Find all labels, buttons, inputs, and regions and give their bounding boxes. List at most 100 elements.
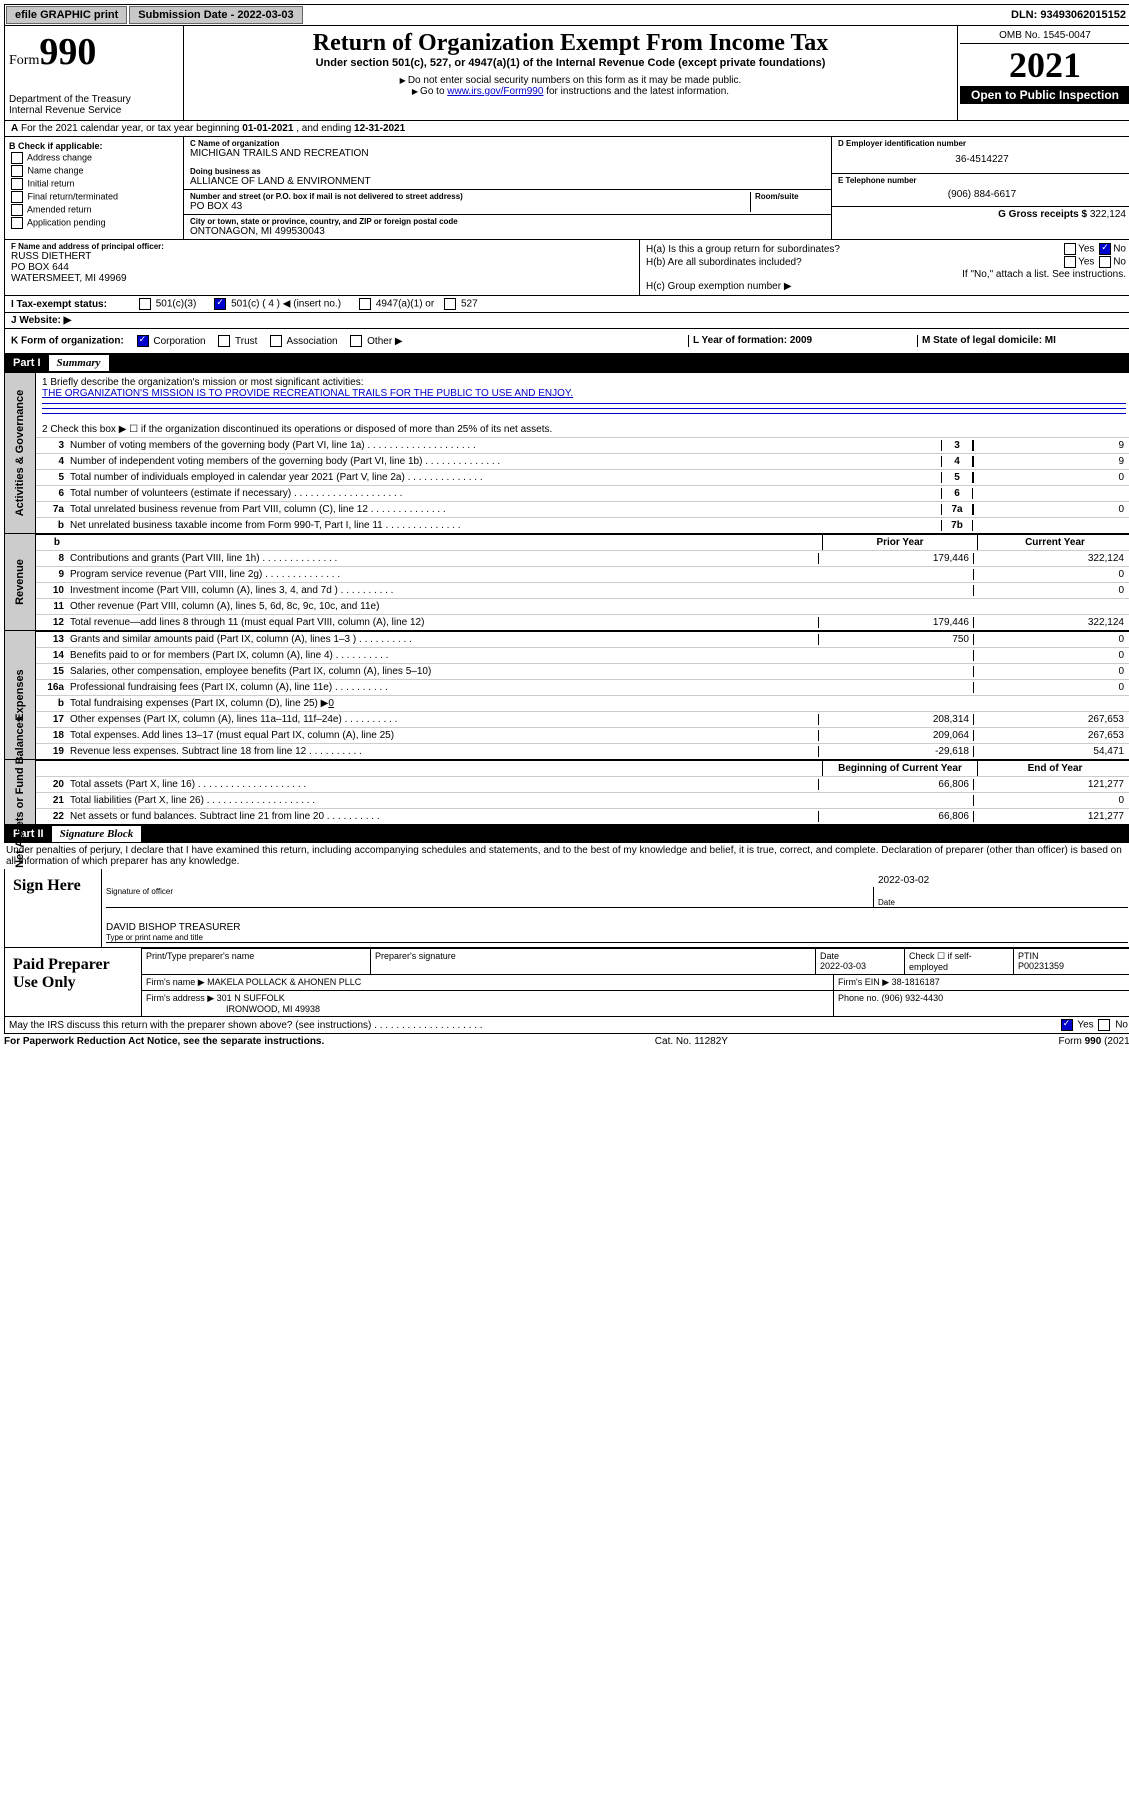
irs-link[interactable]: www.irs.gov/Form990 <box>447 86 543 97</box>
c15: 0 <box>973 666 1128 677</box>
ha-no-checkbox[interactable] <box>1099 243 1111 255</box>
cb-application-pending[interactable]: Application pending <box>9 217 179 229</box>
firm-ein: Firm's EIN ▶ 38-1816187 <box>834 975 1129 990</box>
footer-left: For Paperwork Reduction Act Notice, see … <box>4 1036 324 1047</box>
line-8-text: Contributions and grants (Part VIII, lin… <box>70 553 818 564</box>
discuss-yes-checkbox[interactable] <box>1061 1019 1073 1031</box>
room-label: Room/suite <box>755 192 825 201</box>
val-7a: 0 <box>973 504 1128 515</box>
c18: 267,653 <box>973 730 1128 741</box>
sig-officer-label: Signature of officer <box>106 887 873 896</box>
form-label: Form <box>9 53 39 68</box>
omb-number: OMB No. 1545-0047 <box>960 28 1129 44</box>
cb-501c3[interactable]: 501(c)(3) <box>137 298 196 310</box>
prep-sig-label: Preparer's signature <box>371 949 816 974</box>
officer-print-label: Type or print name and title <box>106 933 1128 942</box>
cb-amended-return[interactable]: Amended return <box>9 204 179 216</box>
line-11-text: Other revenue (Part VIII, column (A), li… <box>70 601 818 612</box>
cb-other[interactable] <box>350 335 362 347</box>
p8: 179,446 <box>818 553 973 564</box>
b22: 66,806 <box>818 811 973 822</box>
h-c: H(c) Group exemption number ▶ <box>646 281 1126 292</box>
prep-date: Date2022-03-03 <box>816 949 905 974</box>
ein-value: 36-4514227 <box>838 148 1126 171</box>
form-number: 990 <box>39 31 96 73</box>
sign-here-label: Sign Here <box>5 869 102 947</box>
line-7b-text: Net unrelated business taxable income fr… <box>70 520 941 531</box>
h-a: H(a) Is this a group return for subordin… <box>646 243 1126 255</box>
cb-corporation[interactable] <box>137 335 149 347</box>
city-value: ONTONAGON, MI 499530043 <box>190 226 825 237</box>
j-website-label: J Website: ▶ <box>11 315 71 326</box>
e-phone-label: E Telephone number <box>838 176 1126 185</box>
firm-address: Firm's address ▶ 301 N SUFFOLKIRONWOOD, … <box>142 991 834 1016</box>
cb-address-change[interactable]: Address change <box>9 152 179 164</box>
c19: 54,471 <box>973 746 1128 757</box>
tax-year: 2021 <box>960 44 1129 86</box>
line-16b-text: Total fundraising expenses (Part IX, col… <box>70 698 818 709</box>
part2-num: Part II <box>5 826 52 842</box>
b20: 66,806 <box>818 779 973 790</box>
line-17-text: Other expenses (Part IX, column (A), lin… <box>70 714 818 725</box>
f-officer-label: F Name and address of principal officer: <box>11 242 633 251</box>
submission-date-button[interactable]: Submission Date - 2022-03-03 <box>129 6 302 24</box>
prep-self-emp[interactable]: Check ☐ if self-employed <box>905 949 1014 974</box>
org-name: MICHIGAN TRAILS AND RECREATION <box>190 148 825 159</box>
c-name-label: C Name of organization <box>190 139 825 148</box>
cb-trust[interactable] <box>218 335 230 347</box>
line-16a-text: Professional fundraising fees (Part IX, … <box>70 682 818 693</box>
perjury-text: Under penalties of perjury, I declare th… <box>4 843 1129 869</box>
val-3: 9 <box>973 440 1128 451</box>
line-15-text: Salaries, other compensation, employee b… <box>70 666 818 677</box>
mission-text: THE ORGANIZATION'S MISSION IS TO PROVIDE… <box>42 388 1126 399</box>
c10: 0 <box>973 585 1128 596</box>
discuss-text: May the IRS discuss this return with the… <box>9 1020 483 1031</box>
phone-value: (906) 884-6617 <box>838 185 1126 204</box>
cb-501c[interactable]: 501(c) ( 4 ) ◀ (insert no.) <box>212 298 341 310</box>
officer-addr2: WATERSMEET, MI 49969 <box>11 273 633 284</box>
c17: 267,653 <box>973 714 1128 725</box>
cb-final-return[interactable]: Final return/terminated <box>9 191 179 203</box>
hdr-current-year: Current Year <box>977 535 1129 550</box>
side-ag: Activities & Governance <box>14 390 26 517</box>
dept-label: Department of the Treasury <box>9 94 179 105</box>
footer-cat: Cat. No. 11282Y <box>655 1036 728 1047</box>
open-inspection-badge: Open to Public Inspection <box>960 86 1129 104</box>
form-title: Return of Organization Exempt From Incom… <box>194 30 947 57</box>
line-9-text: Program service revenue (Part VIII, line… <box>70 569 818 580</box>
paid-prep-label: Paid Preparer Use Only <box>5 948 142 1016</box>
c12: 322,124 <box>973 617 1128 628</box>
p19: -29,618 <box>818 746 973 757</box>
officer-addr1: PO BOX 644 <box>11 262 633 273</box>
cb-association[interactable] <box>270 335 282 347</box>
row-a-tax-year: A For the 2021 calendar year, or tax yea… <box>4 121 1129 137</box>
street-label: Number and street (or P.O. box if mail i… <box>190 192 746 201</box>
firm-name: Firm's name ▶ MAKELA POLLACK & AHONEN PL… <box>142 975 834 990</box>
cb-initial-return[interactable]: Initial return <box>9 178 179 190</box>
e22: 121,277 <box>973 811 1128 822</box>
efile-print-button[interactable]: efile GRAPHIC print <box>6 6 127 24</box>
k-form-org: K Form of organization: Corporation Trus… <box>11 335 688 347</box>
side-rev: Revenue <box>14 559 26 605</box>
g-gross-label: G Gross receipts $ <box>998 209 1087 220</box>
footer-right: Form 990 (2021) <box>1059 1036 1129 1047</box>
line-10-text: Investment income (Part VIII, column (A)… <box>70 585 818 596</box>
hdr-beg-year: Beginning of Current Year <box>822 761 977 776</box>
hdr-end-year: End of Year <box>977 761 1129 776</box>
line-12-text: Total revenue—add lines 8 through 11 (mu… <box>70 617 818 628</box>
subtitle-3: Go to www.irs.gov/Form990 for instructio… <box>194 86 947 97</box>
line-19-text: Revenue less expenses. Subtract line 18 … <box>70 746 818 757</box>
line-5-text: Total number of individuals employed in … <box>70 472 941 483</box>
officer-print-name: DAVID BISHOP TREASURER <box>106 922 1128 933</box>
irs-label: Internal Revenue Service <box>9 105 179 116</box>
e20: 121,277 <box>973 779 1128 790</box>
sig-date-label: Date <box>878 898 1128 907</box>
cb-4947[interactable]: 4947(a)(1) or <box>357 298 434 310</box>
p17: 208,314 <box>818 714 973 725</box>
cb-527[interactable]: 527 <box>442 298 477 310</box>
e21: 0 <box>973 795 1128 806</box>
dba-value: ALLIANCE OF LAND & ENVIRONMENT <box>190 176 825 187</box>
discuss-no-checkbox[interactable] <box>1098 1019 1110 1031</box>
h-b: H(b) Are all subordinates included? Yes … <box>646 256 1126 268</box>
cb-name-change[interactable]: Name change <box>9 165 179 177</box>
